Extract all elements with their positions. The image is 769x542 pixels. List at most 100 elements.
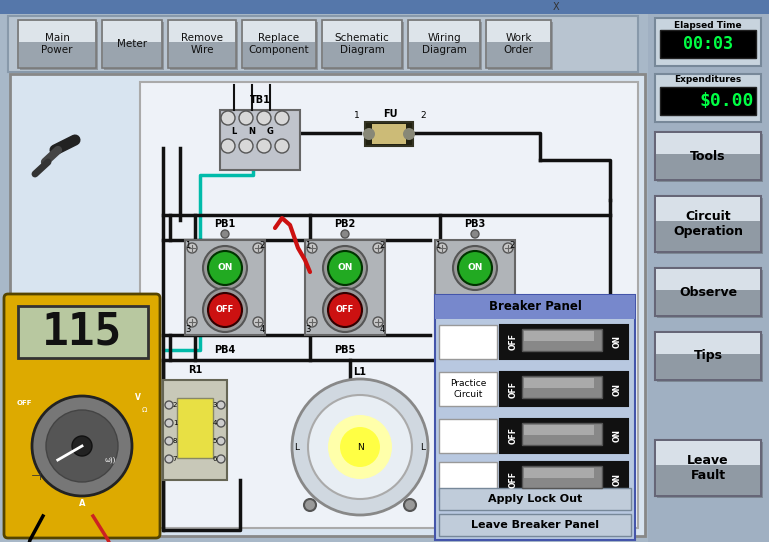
Text: ON: ON	[612, 383, 621, 396]
Bar	[648, 14, 769, 542]
Bar	[656, 221, 760, 251]
Circle shape	[373, 317, 383, 327]
Text: Practice
Circuit: Practice Circuit	[450, 379, 486, 399]
Text: OFF: OFF	[508, 470, 518, 487]
Bar	[657, 334, 763, 382]
Circle shape	[307, 243, 317, 253]
Bar	[324, 22, 404, 70]
Circle shape	[217, 455, 225, 463]
Bar	[8, 16, 638, 72]
Bar	[522, 376, 602, 398]
Circle shape	[203, 288, 247, 332]
Text: PB3: PB3	[464, 219, 486, 229]
Bar	[103, 42, 161, 67]
Bar	[656, 197, 760, 222]
Text: ON: ON	[612, 429, 621, 442]
Text: Tips: Tips	[694, 350, 723, 363]
Text: L: L	[231, 127, 237, 137]
Bar	[522, 423, 602, 445]
Bar	[435, 295, 635, 319]
Bar	[20, 22, 98, 70]
Text: PB4: PB4	[215, 345, 235, 355]
Text: R1: R1	[188, 365, 202, 375]
Text: 1: 1	[305, 241, 311, 249]
Circle shape	[471, 230, 479, 238]
Bar	[439, 514, 631, 536]
Bar	[169, 21, 235, 43]
Text: Main
Power: Main Power	[42, 33, 73, 55]
Bar	[439, 325, 497, 359]
Bar	[18, 306, 148, 358]
Circle shape	[328, 251, 362, 285]
Bar	[655, 18, 761, 66]
Text: 3: 3	[435, 326, 441, 334]
Bar	[103, 21, 161, 43]
Circle shape	[308, 395, 412, 499]
Circle shape	[165, 437, 173, 445]
Bar	[323, 42, 401, 67]
Circle shape	[403, 128, 415, 140]
Text: ON: ON	[338, 263, 353, 273]
Text: Meter: Meter	[117, 39, 147, 49]
Bar	[408, 20, 480, 68]
Bar	[439, 419, 497, 453]
Bar	[163, 380, 227, 480]
Text: Elapsed Time: Elapsed Time	[674, 21, 742, 29]
Circle shape	[275, 111, 289, 125]
Bar	[524, 331, 594, 341]
Bar	[655, 332, 761, 380]
Bar	[500, 325, 628, 359]
Bar	[656, 153, 760, 179]
Text: ON: ON	[612, 473, 621, 486]
Bar	[657, 134, 763, 182]
Circle shape	[32, 396, 132, 496]
Text: 4: 4	[259, 326, 265, 334]
Bar	[19, 21, 95, 43]
Bar	[655, 132, 761, 180]
Circle shape	[437, 317, 447, 327]
Bar	[372, 124, 406, 144]
Circle shape	[363, 128, 375, 140]
Text: Wiring
Diagram: Wiring Diagram	[421, 33, 467, 55]
Text: L: L	[295, 442, 299, 451]
Circle shape	[221, 139, 235, 153]
Circle shape	[239, 139, 253, 153]
Bar	[655, 196, 761, 252]
Circle shape	[292, 379, 428, 515]
Bar	[168, 20, 236, 68]
Bar	[486, 20, 551, 68]
Text: OFF: OFF	[508, 428, 518, 444]
Text: 4: 4	[509, 326, 514, 334]
Text: L1: L1	[354, 367, 367, 377]
Text: ω)): ω))	[105, 457, 115, 463]
Bar	[140, 82, 638, 528]
Text: 1: 1	[355, 112, 360, 120]
Bar	[655, 268, 761, 316]
Bar	[500, 462, 628, 496]
Text: Schematic
Diagram: Schematic Diagram	[335, 33, 389, 55]
Bar	[657, 270, 763, 318]
Text: Apply Lock Out: Apply Lock Out	[488, 494, 582, 504]
Text: Expenditures: Expenditures	[674, 75, 741, 85]
Bar	[657, 198, 763, 254]
Text: 3: 3	[213, 402, 218, 408]
Circle shape	[275, 139, 289, 153]
Text: OFF: OFF	[508, 380, 518, 397]
Bar	[439, 372, 497, 406]
Circle shape	[217, 437, 225, 445]
Bar	[522, 329, 602, 351]
Bar	[435, 295, 635, 540]
Text: 2: 2	[259, 241, 265, 249]
Circle shape	[304, 499, 316, 511]
Circle shape	[323, 246, 367, 290]
Text: 2: 2	[173, 402, 177, 408]
Text: 8: 8	[173, 438, 177, 444]
Text: 115: 115	[42, 311, 122, 353]
Text: ON: ON	[218, 263, 233, 273]
Bar	[524, 468, 594, 478]
Circle shape	[253, 317, 263, 327]
Circle shape	[46, 410, 118, 482]
Text: V: V	[135, 393, 141, 403]
Bar	[439, 462, 497, 496]
Text: Ω: Ω	[141, 407, 147, 413]
